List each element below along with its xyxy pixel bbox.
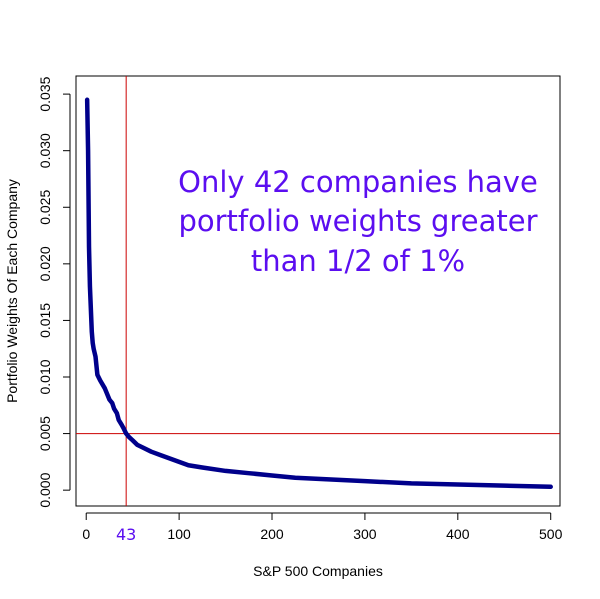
y-tick-label: 0.035 (37, 76, 53, 111)
y-tick-label: 0.030 (37, 133, 53, 168)
y-tick-label: 0.005 (37, 416, 53, 451)
x-tick-label: 100 (167, 526, 191, 542)
x-tick-label: 500 (539, 526, 563, 542)
x-tick-label: 400 (446, 526, 470, 542)
y-tick-label: 0.025 (37, 190, 53, 225)
x-axis-title: S&P 500 Companies (253, 563, 383, 579)
weights-curve (84, 97, 553, 490)
plot-frame (75, 75, 561, 507)
y-tick-label: 0.015 (37, 303, 53, 338)
y-tick-label: 0.000 (37, 472, 53, 507)
annotation-line-3: than 1/2 of 1% (251, 244, 465, 278)
x-tick-label: 300 (353, 526, 377, 542)
x-tick-label: 0 (82, 526, 90, 542)
y-tick-label: 0.010 (37, 359, 53, 394)
highlight-x-label: 43 (116, 525, 136, 544)
y-axis-title: Portfolio Weights Of Each Company (4, 179, 20, 403)
x-axis: 0 100 200 300 400 500 (82, 512, 563, 542)
y-tick-label: 0.020 (37, 246, 53, 281)
x-tick-label: 200 (260, 526, 284, 542)
reference-lines (76, 76, 560, 506)
y-axis: 0.000 0.005 0.010 0.015 0.020 0.025 0.030 0.035 (37, 76, 71, 508)
annotation-line-1: Only 42 companies have (178, 165, 538, 199)
annotation-line-2: portfolio weights greater (178, 204, 537, 238)
